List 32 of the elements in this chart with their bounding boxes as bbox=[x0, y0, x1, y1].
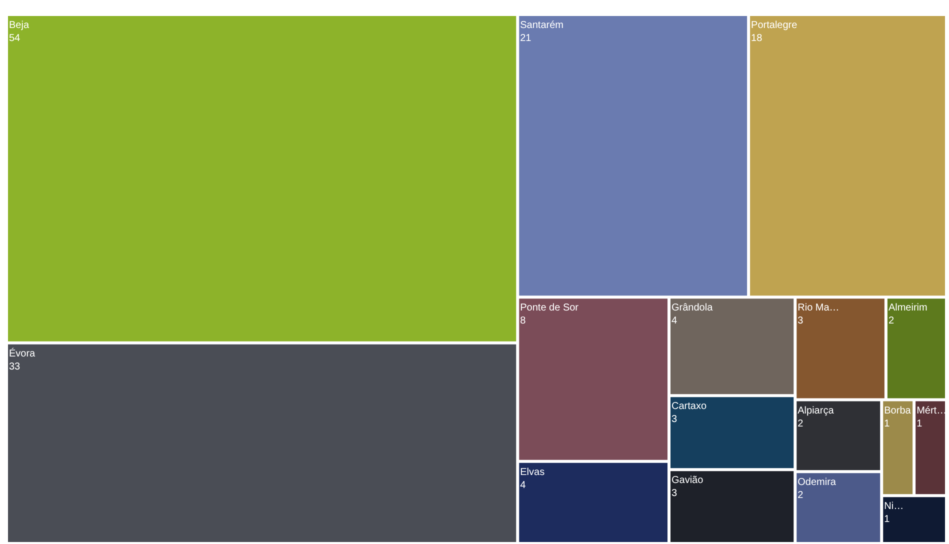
category-label: Rio Ma… bbox=[798, 302, 840, 314]
data-label: 8 bbox=[520, 316, 526, 327]
category-label: Ni… bbox=[884, 501, 904, 512]
data-label: 54 bbox=[9, 33, 21, 44]
data-label: 3 bbox=[798, 316, 804, 327]
category-label: Évora bbox=[9, 347, 36, 360]
category-label: Gavião bbox=[671, 475, 704, 486]
data-label: 2 bbox=[798, 418, 804, 430]
data-label: 2 bbox=[888, 316, 894, 327]
category-label: Ponte de Sor bbox=[520, 302, 580, 314]
category-label: Santarém bbox=[520, 20, 564, 31]
data-label: 4 bbox=[520, 480, 526, 491]
category-label: Almeirim bbox=[888, 302, 928, 314]
data-label: 1 bbox=[884, 418, 890, 430]
category-label: Borba bbox=[884, 405, 912, 416]
data-label: 1 bbox=[916, 418, 923, 430]
category-label: Grândola bbox=[671, 302, 714, 314]
category-label: Portalegre bbox=[751, 20, 798, 31]
data-label: 18 bbox=[751, 33, 763, 44]
category-label: Alpiarça bbox=[798, 405, 834, 416]
category-label: Mért… bbox=[916, 405, 947, 416]
category-label: Cartaxo bbox=[671, 401, 707, 412]
category-label: Beja bbox=[9, 20, 30, 31]
data-label: 2 bbox=[798, 490, 804, 502]
data-label: 1 bbox=[884, 514, 890, 526]
category-label: Elvas bbox=[520, 466, 545, 478]
data-label: 21 bbox=[520, 33, 532, 44]
data-label: 3 bbox=[671, 414, 678, 426]
data-label: 33 bbox=[9, 361, 21, 372]
category-label: Odemira bbox=[798, 477, 836, 488]
data-label: 4 bbox=[671, 316, 678, 327]
data-label: 3 bbox=[671, 488, 678, 500]
